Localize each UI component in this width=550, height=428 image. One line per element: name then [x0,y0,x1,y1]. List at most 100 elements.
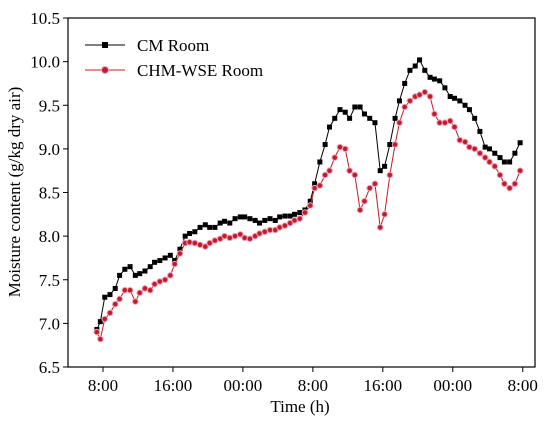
marker [137,271,143,277]
marker [187,231,193,237]
marker [352,104,358,110]
marker [506,184,513,192]
marker [346,167,353,174]
marker [421,88,429,96]
marker [151,280,158,288]
y-tick-label: 7.0 [39,314,60,333]
y-tick-label: 10.0 [30,53,60,72]
marker [222,218,228,224]
x-tick-label: 16:00 [363,376,402,395]
y-axis-title: Moisture content (g/kg dry air) [5,87,24,298]
marker [306,202,314,209]
marker [457,98,463,104]
marker [167,272,174,279]
marker [382,163,388,169]
marker [186,238,193,246]
marker [167,252,173,258]
marker [466,107,472,113]
marker [322,142,328,148]
marker [246,235,254,243]
x-axis-title: Time (h) [270,397,329,416]
marker [431,110,438,118]
marker [332,115,338,121]
marker [337,107,343,113]
marker [147,264,153,270]
marker [416,91,423,99]
marker [372,120,378,126]
marker [176,250,184,257]
marker [241,234,248,242]
marker [287,213,293,219]
marker [446,117,454,125]
y-tick-label: 7.5 [39,271,60,290]
marker [171,260,178,268]
x-tick-label: 00:00 [224,376,263,395]
marker [102,294,108,300]
marker [146,286,154,294]
marker [426,93,434,100]
marker [317,159,323,165]
marker [237,214,243,220]
marker [152,259,158,265]
marker [311,184,318,192]
marker [471,145,478,153]
marker [361,111,367,117]
marker [197,224,203,230]
marker [132,298,139,305]
y-tick-label: 6.5 [39,358,60,377]
marker [202,222,208,228]
marker [402,80,408,86]
marker [391,141,399,148]
marker [161,276,169,284]
marker [316,182,324,189]
marker [462,102,468,108]
legend-marker [102,42,108,48]
marker [361,197,368,205]
marker [507,159,513,165]
marker [262,217,268,223]
marker [452,95,458,101]
marker [321,171,329,179]
marker [367,115,373,121]
x-tick-label: 16:00 [154,376,193,395]
x-tick-label: 8:00 [508,376,538,395]
marker [301,209,309,216]
marker [97,319,103,325]
marker [107,292,113,298]
marker [376,224,384,231]
marker [257,220,263,226]
marker [116,295,123,303]
marker [206,239,213,247]
marker [122,266,128,272]
y-tick-label: 9.5 [39,96,60,115]
marker [476,149,484,157]
marker [512,150,518,156]
marker [117,272,123,278]
marker [381,211,388,218]
x-tick-label: 00:00 [433,376,472,395]
marker [232,216,238,222]
marker [477,128,483,134]
marker [401,103,408,111]
marker [356,206,364,214]
marker [342,109,348,115]
marker [267,216,273,222]
marker [431,76,437,82]
marker [516,167,524,174]
marker [202,243,209,250]
marker [427,74,433,80]
legend-label: CM Room [137,36,209,55]
marker [296,215,304,222]
marker [486,158,493,166]
marker [326,167,333,174]
marker [437,78,443,84]
marker [357,104,363,110]
marker [501,159,507,165]
marker [227,220,233,226]
marker [93,328,101,336]
marker [517,140,523,146]
marker [207,224,213,230]
marker [157,258,163,264]
marker [307,198,313,204]
marker [212,224,218,230]
